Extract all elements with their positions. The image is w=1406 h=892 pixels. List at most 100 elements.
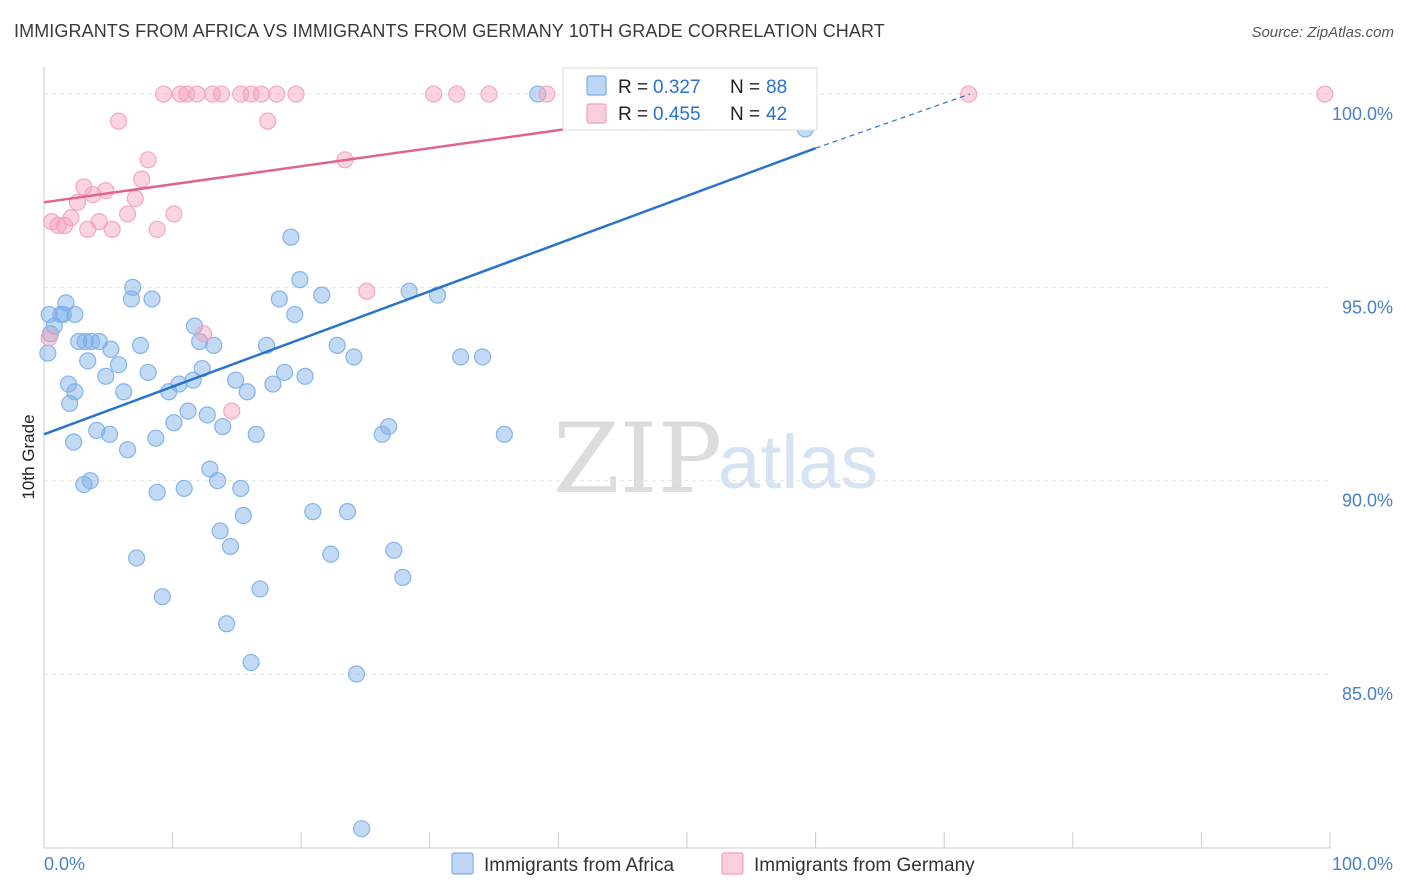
point-africa-49: [214, 417, 232, 436]
x-tick-labels: 0.0% 100.0%: [44, 854, 1393, 874]
point-africa-69: [322, 545, 340, 563]
point-africa-20: [97, 367, 115, 385]
y-tick-label-2: 95.0%: [1342, 297, 1393, 317]
point-germany-17: [148, 220, 166, 238]
point-germany-15: [133, 170, 151, 188]
point-germany-19: [165, 205, 183, 223]
point-africa-15: [79, 352, 97, 370]
point-germany-9: [90, 213, 108, 231]
point-germany-20: [171, 85, 189, 103]
legend-n-label-germany: N =: [730, 104, 760, 125]
point-germany-10: [97, 182, 115, 200]
point-germany-29: [252, 85, 270, 103]
x-tick-label-0: 0.0%: [44, 854, 85, 874]
point-africa-55: [238, 383, 256, 401]
source-label: Source: ZipAtlas.com: [1251, 24, 1394, 41]
point-africa-77: [385, 541, 403, 559]
point-africa-70: [328, 336, 346, 354]
bottom-legend-label-germany: Immigrants from Germany: [754, 855, 975, 876]
point-africa-39: [179, 402, 197, 420]
legend-r-value-germany: 0.455: [653, 104, 701, 125]
point-africa-58: [251, 580, 269, 598]
point-africa-68: [313, 286, 331, 304]
legend-r-label-africa: R =: [618, 77, 648, 98]
point-africa-51: [221, 537, 240, 556]
y-tick-label-1: 90.0%: [1342, 491, 1393, 511]
point-germany-22: [188, 85, 206, 103]
point-africa-81: [452, 348, 470, 366]
point-africa-57: [247, 425, 265, 443]
point-africa-61: [270, 290, 288, 308]
point-africa-65: [291, 271, 309, 289]
point-africa-30: [139, 363, 157, 382]
point-africa-0: [39, 344, 57, 362]
point-africa-22: [102, 340, 120, 358]
point-africa-6: [57, 294, 75, 312]
point-germany-4: [62, 209, 80, 227]
point-africa-71: [338, 503, 357, 521]
point-africa-21: [100, 425, 119, 443]
y-tick-label-0: 85.0%: [1342, 684, 1393, 704]
y-axis-label: 10th Grade: [19, 414, 38, 499]
point-germany-35: [425, 85, 443, 103]
point-africa-63: [282, 228, 300, 246]
y-tick-labels: 85.0% 90.0% 95.0% 100.0%: [1332, 104, 1393, 704]
legend-n-value-africa: 88: [766, 77, 787, 98]
point-africa-44: [198, 406, 216, 424]
point-africa-53: [232, 479, 250, 498]
point-germany-23: [194, 325, 213, 343]
point-germany-25: [212, 85, 231, 103]
legend-n-value-germany: 42: [766, 104, 787, 125]
point-africa-18: [88, 421, 106, 440]
point-africa-11: [66, 305, 84, 324]
legend-r-value-africa: 0.327: [653, 77, 701, 98]
point-africa-72: [345, 348, 363, 366]
point-africa-29: [131, 336, 150, 354]
bottom-legend-label-africa: Immigrants from Africa: [484, 855, 674, 876]
point-germany-13: [118, 205, 137, 223]
point-germany-16: [139, 151, 157, 169]
point-germany-14: [126, 189, 144, 208]
point-germany-26: [223, 402, 241, 420]
legend-n-label-africa: N =: [730, 77, 760, 98]
chart-title: IMMIGRANTS FROM AFRICA VS IMMIGRANTS FRO…: [14, 21, 885, 41]
point-africa-27: [124, 278, 142, 296]
point-africa-38: [175, 479, 193, 498]
point-africa-62: [275, 363, 294, 382]
point-germany-24: [203, 85, 222, 103]
point-africa-14: [76, 332, 94, 351]
point-africa-28: [127, 549, 146, 567]
point-africa-54: [234, 506, 252, 525]
point-africa-23: [109, 356, 128, 374]
point-africa-66: [296, 367, 314, 385]
watermark-zip: ZIP: [553, 403, 722, 515]
point-africa-46: [205, 336, 223, 354]
point-germany-11: [103, 220, 121, 238]
point-africa-10: [66, 383, 84, 401]
point-africa-33: [148, 483, 166, 501]
legend-swatch-africa: [586, 75, 607, 96]
point-africa-52: [227, 371, 245, 389]
point-africa-82: [473, 348, 492, 366]
point-africa-60: [264, 375, 282, 393]
bottom-legend-swatch-africa: [451, 852, 474, 875]
series-legend: Immigrants from Africa Immigrants from G…: [451, 852, 975, 876]
point-africa-12: [70, 332, 88, 351]
point-germany-12: [109, 112, 128, 130]
point-africa-50: [218, 615, 236, 633]
point-germany-30: [259, 112, 277, 130]
point-africa-25: [118, 441, 137, 459]
point-germany-2: [49, 216, 67, 235]
point-germany-32: [287, 85, 305, 103]
point-africa-47: [209, 472, 227, 490]
point-africa-78: [394, 568, 412, 586]
point-africa-24: [115, 383, 133, 401]
point-africa-84: [529, 85, 547, 103]
point-germany-31: [268, 85, 286, 103]
point-germany-0: [40, 329, 58, 347]
point-africa-73: [347, 665, 366, 683]
point-africa-31: [143, 290, 161, 308]
point-germany-38: [538, 85, 556, 103]
y-tick-label-3: 100.0%: [1332, 104, 1393, 124]
